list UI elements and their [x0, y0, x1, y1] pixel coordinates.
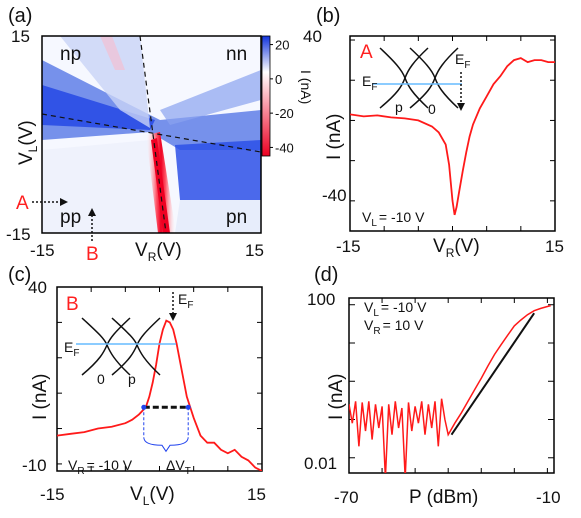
b-xtick-right: 15 [545, 237, 564, 256]
colorbar-tick-label: -40 [275, 140, 294, 155]
c-fermi-label: EF [64, 339, 79, 359]
d-ytick-001: 0.01 [304, 454, 337, 473]
d-xtick-left: -70 [334, 488, 359, 507]
b-annotation: VL = -10 V [362, 209, 425, 229]
b-xlabel: VR(V) [433, 236, 480, 260]
c-fermi-arrow [169, 313, 177, 321]
colorbar-ticks: 20 0 -20 -40 [270, 38, 294, 155]
d-ticks [348, 298, 554, 473]
marker-b-label: B [86, 244, 99, 265]
c-ylabel: I (nA) [30, 374, 51, 420]
colorbar-tick-label: 20 [275, 38, 289, 53]
c-cone-label-1: 0 [97, 371, 105, 387]
b-ytick-minus40: -40 [322, 186, 347, 205]
colorbar-tick-label: 0 [275, 72, 282, 87]
c-xtick-left: -15 [40, 485, 65, 504]
a-ytick-bottom: -15 [6, 225, 31, 244]
c-xtick-right: 15 [247, 485, 266, 504]
d-ylabel: I (nA) [326, 374, 347, 420]
region-np: np [60, 44, 81, 65]
c-fwhm-marker [141, 404, 191, 453]
b-fermi-label: EF [362, 73, 377, 93]
colorbar-label: I (nA) [298, 70, 314, 104]
fwhm-brace [143, 437, 189, 453]
region-pn: pn [226, 207, 247, 228]
panel-d-label: (d) [314, 264, 338, 286]
c-annotation: VR = -10 V [68, 457, 133, 477]
colorbar-tick-label: -20 [275, 106, 294, 121]
b-ylabel: I (nA) [324, 114, 345, 160]
b-fermi-arrow-label: EF [455, 51, 470, 71]
a-xtick-right: 15 [245, 241, 264, 260]
c-cones-inset [81, 317, 161, 376]
region-nn: nn [226, 44, 247, 65]
d-xtick-right: -10 [536, 488, 561, 507]
panel-a-label: (a) [8, 5, 32, 27]
c-ytick-40: 40 [28, 278, 47, 297]
panel-d: (d) 100 0.01 -70 -10 P (dBm) I (nA) VL = … [304, 264, 561, 508]
panel-b: (b) 40 -40 -15 15 VR(V) I (nA) A EF p 0 … [303, 5, 564, 260]
c-ticks [56, 286, 263, 471]
b-xtick-left: -15 [336, 237, 361, 256]
b-cone-label-2: 0 [428, 101, 436, 117]
b-cone-label-1: p [395, 99, 403, 115]
b-ytick-40: 40 [303, 27, 322, 46]
marker-a-arrow [60, 198, 68, 206]
b-cones-inset [379, 47, 459, 109]
c-tag: B [66, 294, 79, 315]
panel-d-frame [348, 297, 555, 474]
d-ytick-100: 100 [307, 290, 335, 309]
region-pp: pp [60, 207, 81, 228]
c-series-line [57, 319, 262, 471]
panel-a: (a) np nn pp pn 15 -15 -15 15 VR( [6, 5, 314, 265]
marker-a-label: A [16, 193, 29, 214]
panel-b-label: (b) [316, 5, 340, 27]
a-xtick-left: -15 [30, 241, 55, 260]
c-delta-label: ΔVT [166, 457, 191, 477]
a-ytick-top: 15 [11, 27, 30, 46]
d-fit-line [450, 312, 535, 436]
colorbar [262, 36, 270, 156]
b-tag: A [360, 42, 373, 63]
d-xlabel: P (dBm) [409, 487, 478, 508]
b-fermi-arrow [457, 103, 465, 111]
c-fermi-arrow-label: EF [178, 291, 193, 311]
marker-b-arrow [88, 208, 96, 216]
d-series-line [349, 304, 551, 473]
c-cone-label-2: p [128, 371, 136, 387]
panel-a-frame [41, 35, 262, 234]
c-xlabel: VL(V) [130, 484, 175, 508]
c-ytick-minus10: -10 [22, 456, 47, 475]
b-ticks [349, 36, 556, 231]
d-annotation-1: VL = -10 V [364, 299, 427, 319]
d-annotation-2: VR = 10 V [364, 317, 424, 337]
a-ylabel: VL(V) [16, 120, 40, 165]
panel-c: (c) 40 -10 -15 15 VL(V) I (nA) B EF 0 p … [8, 264, 266, 508]
heatmap [42, 36, 261, 233]
a-xlabel: VR(V) [135, 240, 182, 264]
panel-c-label: (c) [8, 264, 31, 286]
b-series-line [350, 57, 555, 216]
panel-c-frame [56, 286, 263, 472]
